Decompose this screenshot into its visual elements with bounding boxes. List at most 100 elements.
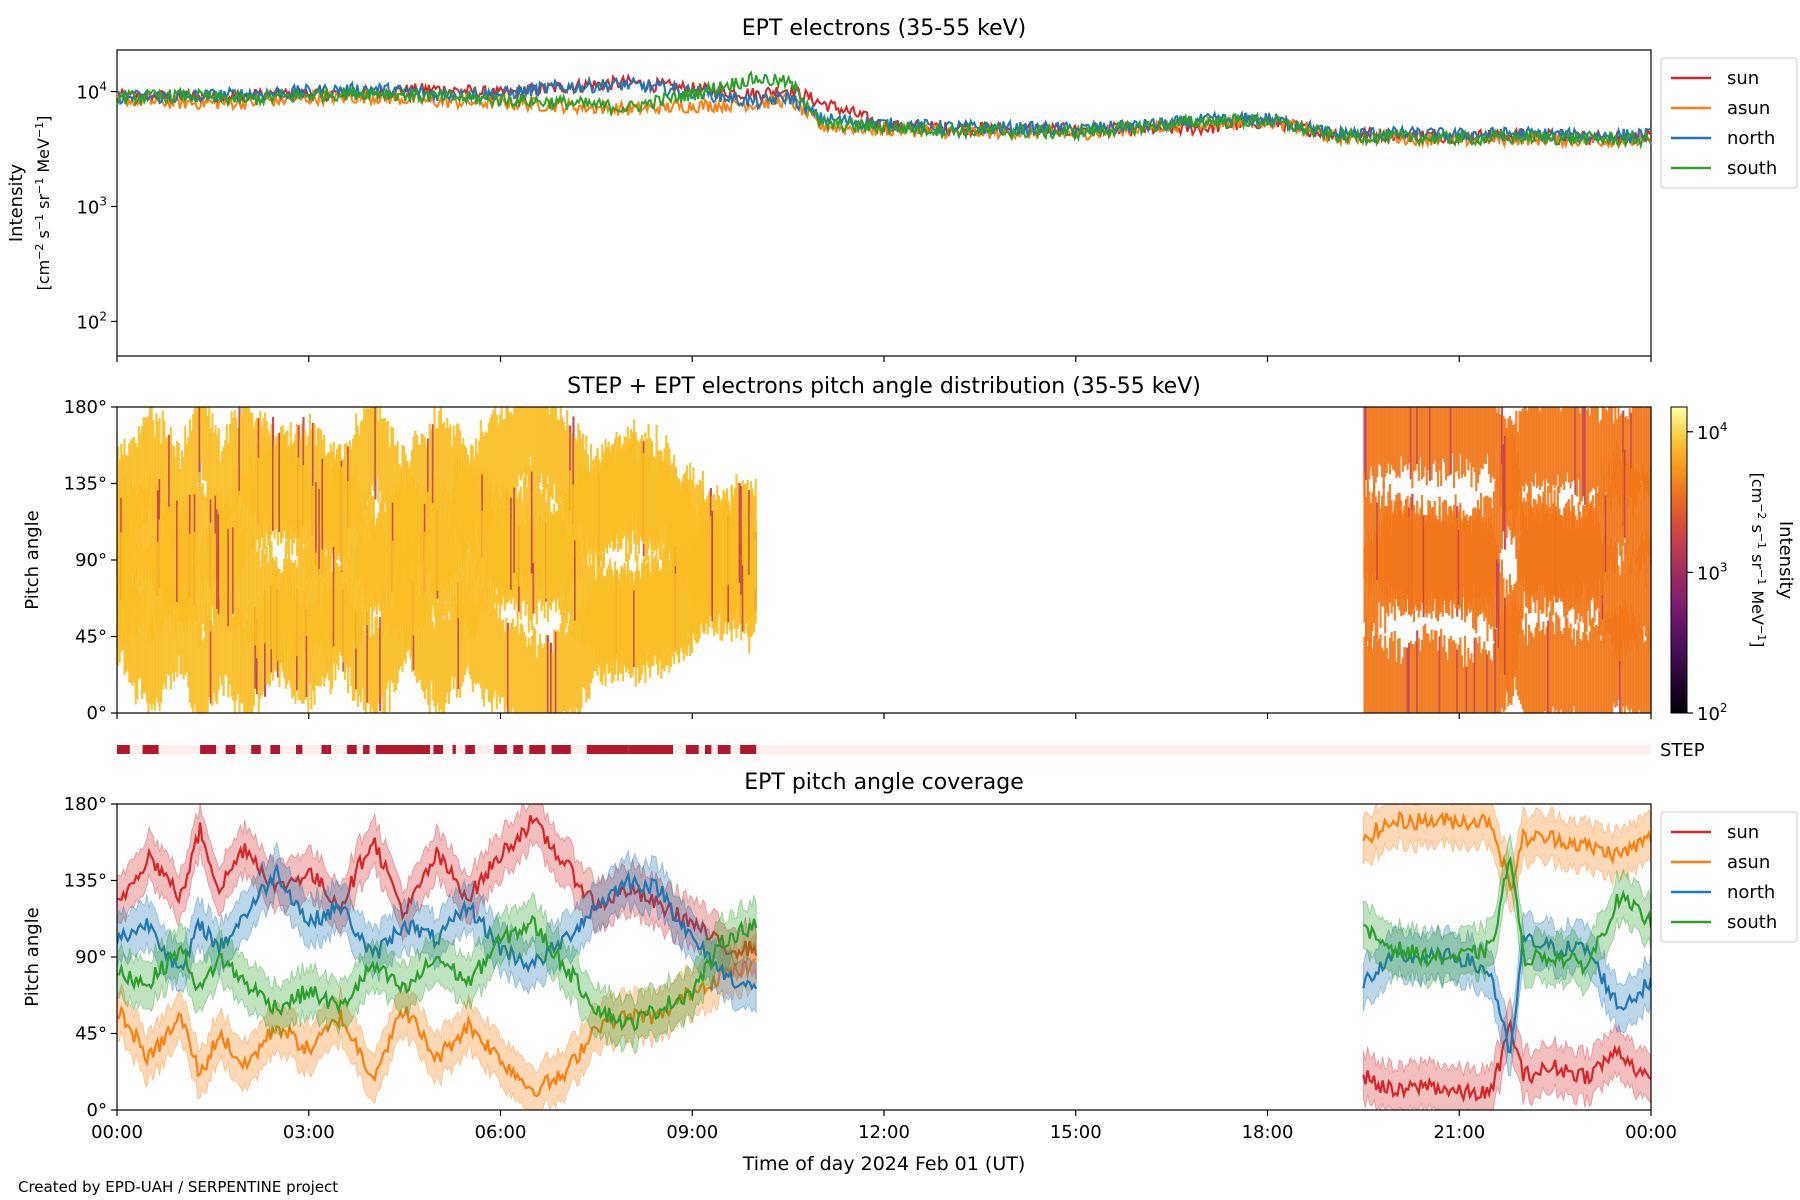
heatmap-cell xyxy=(681,481,684,557)
heatmap-cell xyxy=(1627,418,1630,505)
heatmap-cell xyxy=(1425,521,1428,604)
heatmap-cell xyxy=(489,517,492,600)
heatmap-cell xyxy=(482,511,486,613)
heatmap-cell xyxy=(653,458,657,546)
heatmap-cell xyxy=(1628,408,1631,496)
heatmap-cell xyxy=(1408,643,1411,713)
heatmap-cell xyxy=(582,552,585,644)
heatmap-cell xyxy=(1371,545,1374,632)
heatmap-cell xyxy=(1368,491,1371,597)
heatmap-cell xyxy=(473,603,476,683)
heatmap-cell xyxy=(433,627,436,707)
heatmap-cell xyxy=(1441,502,1444,617)
heatmap-cell xyxy=(1449,635,1452,713)
heatmap-cell xyxy=(1639,407,1642,482)
panel2-ylabel: Pitch angle xyxy=(22,510,43,609)
tick-label: 102 xyxy=(1697,701,1728,725)
series-south-line xyxy=(1363,855,1651,977)
heatmap-cell xyxy=(1417,407,1420,481)
heatmap-cell xyxy=(1647,476,1650,558)
heatmap-cell xyxy=(401,479,404,583)
heatmap-cell xyxy=(570,475,573,578)
heatmap-cell xyxy=(158,610,161,711)
heatmap-cell xyxy=(209,620,212,704)
heatmap-cell xyxy=(323,468,326,578)
heatmap-cell xyxy=(1571,639,1574,713)
heatmap-cell xyxy=(339,565,342,650)
heatmap-cell xyxy=(265,453,268,535)
heatmap-cell xyxy=(244,620,247,713)
heatmap-cell xyxy=(1601,603,1604,713)
heatmap-cell xyxy=(351,549,355,636)
heatmap-cell xyxy=(607,564,610,674)
heatmap-cell xyxy=(142,602,145,693)
heatmap-cell xyxy=(1545,626,1548,713)
panel-pitch-coverage: EPT pitch angle coverage 0°45°90°135°180… xyxy=(22,770,1798,1175)
heatmap-cell xyxy=(404,486,407,577)
heatmap-cell xyxy=(1520,605,1523,705)
heatmap-cell xyxy=(355,546,358,649)
heatmap-cell xyxy=(471,578,474,693)
heatmap-cell xyxy=(355,413,358,521)
heatmap-cell xyxy=(340,571,343,657)
heatmap-cell xyxy=(129,546,132,630)
heatmap-cell xyxy=(1385,648,1388,713)
heatmap-cell xyxy=(1547,513,1550,607)
heatmap-cell xyxy=(1638,614,1641,710)
heatmap-cell xyxy=(685,549,689,657)
heatmap-cell xyxy=(428,509,431,616)
heatmap-cell xyxy=(473,474,476,560)
heatmap-cell xyxy=(1628,623,1631,713)
heatmap-cell xyxy=(1579,638,1582,713)
heatmap-cell xyxy=(451,446,454,527)
heatmap-cell xyxy=(1481,649,1484,713)
heatmap-cell xyxy=(240,534,243,644)
heatmap-cell xyxy=(227,586,230,698)
heatmap-cell xyxy=(449,528,452,608)
heatmap-cell xyxy=(741,526,744,632)
heatmap-cell xyxy=(1609,407,1612,511)
heatmap-cell xyxy=(556,629,559,713)
heatmap-cell xyxy=(606,459,609,552)
heatmap-cell xyxy=(1473,407,1476,473)
heatmap-cell xyxy=(1561,407,1564,485)
heatmap-cell xyxy=(214,425,217,520)
heatmap-cell xyxy=(133,437,136,530)
heatmap-cell xyxy=(566,632,569,713)
heatmap-cell xyxy=(1449,407,1452,475)
heatmap-cell xyxy=(1603,407,1606,516)
heatmap-cell xyxy=(361,420,364,501)
step-bar xyxy=(705,745,712,754)
heatmap-cell xyxy=(1601,501,1604,596)
heatmap-cell xyxy=(1430,407,1433,481)
heatmap-cell xyxy=(478,481,481,567)
heatmap-cell xyxy=(1464,407,1467,477)
heatmap-cell xyxy=(307,477,310,593)
heatmap-cell xyxy=(238,407,241,496)
heatmap-cell xyxy=(585,552,588,648)
heatmap-cell xyxy=(188,533,192,619)
heatmap-cell xyxy=(636,440,639,527)
y-tick-label: 135° xyxy=(64,871,107,892)
heatmap-cell xyxy=(1393,407,1396,472)
heatmap-cell xyxy=(147,415,150,508)
heatmap-cell xyxy=(1553,407,1556,489)
heatmap-cell xyxy=(660,450,663,528)
heatmap-cell xyxy=(482,603,486,707)
heatmap-cell xyxy=(307,552,310,630)
heatmap-cell xyxy=(451,594,454,677)
panel-pitch-distribution: STEP + EPT electrons pitch angle distrib… xyxy=(22,374,1796,725)
heatmap-cell xyxy=(1596,626,1599,713)
heatmap-cell xyxy=(155,413,158,500)
heatmap-cell xyxy=(569,470,572,586)
heatmap-cell xyxy=(288,446,291,562)
heatmap-cell xyxy=(364,634,367,713)
heatmap-cell xyxy=(407,467,410,575)
heatmap-cell xyxy=(246,474,249,554)
heatmap-cell xyxy=(1598,611,1601,713)
heatmap-cell xyxy=(240,611,243,704)
heatmap-cell xyxy=(666,542,669,655)
heatmap-cell xyxy=(478,586,481,684)
heatmap-cell xyxy=(139,433,142,530)
heatmap-cell xyxy=(570,633,573,713)
